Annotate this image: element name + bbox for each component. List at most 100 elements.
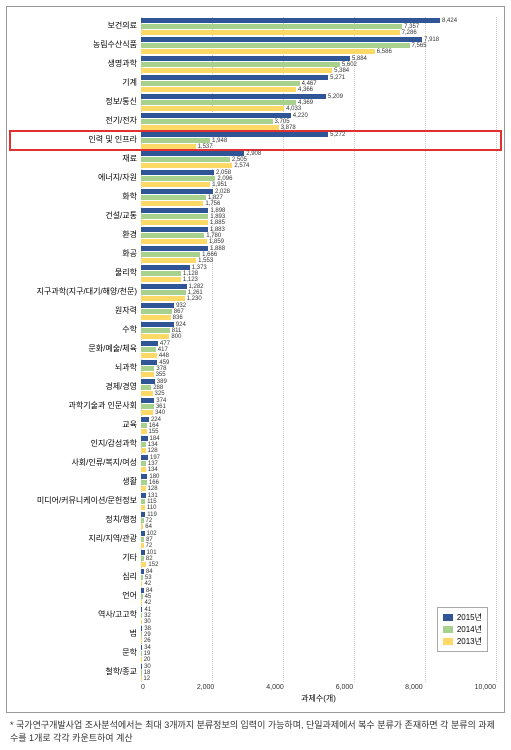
bar: [141, 24, 402, 29]
bar: [141, 429, 147, 434]
bar: [141, 214, 208, 219]
bar: [141, 423, 147, 428]
category-row: 환경1,8831,7801,859: [11, 226, 496, 245]
category-label: 물리학: [11, 269, 141, 278]
bar: [141, 119, 273, 124]
bar-value: 6,586: [377, 49, 392, 55]
bar: [141, 163, 232, 168]
bar-value: 3,878: [281, 125, 296, 131]
bar: [141, 290, 186, 295]
bars-cell: 8,4247,3577,286: [141, 17, 496, 36]
category-row: 역사/고고학413230: [11, 606, 496, 625]
category-label: 인력 및 인프라: [11, 136, 141, 145]
bar-value: 8,424: [442, 18, 457, 24]
bars-cell: 5,8845,6025,384: [141, 55, 496, 74]
bar: [141, 239, 207, 244]
category-label: 정보/통신: [11, 98, 141, 107]
category-label: 심리: [11, 573, 141, 582]
bar: [141, 657, 142, 662]
category-row: 언어844542: [11, 587, 496, 606]
category-row: 수학924811800: [11, 321, 496, 340]
legend-item: 2015년: [443, 612, 482, 623]
bar-value: 1,537: [198, 144, 213, 150]
category-label: 지구과학(지구/대기/해양/천문): [11, 288, 141, 297]
bar-value: 7,565: [412, 43, 427, 49]
bars-cell: 301812: [141, 663, 496, 682]
category-row: 건설/교통1,8981,8931,885: [11, 207, 496, 226]
bar: [141, 562, 146, 567]
bar: [141, 68, 332, 73]
legend-item: 2013년: [443, 636, 482, 647]
chart-area: 보건의료8,4247,3577,286농림수산식품7,9187,5656,586…: [11, 17, 496, 682]
bar: [141, 265, 190, 270]
bar: [141, 334, 169, 339]
bars-cell: 932867836: [141, 302, 496, 321]
legend-label: 2015년: [457, 612, 482, 623]
bar-value: 134: [148, 467, 158, 473]
bars-cell: 5,272 1,9481,537: [141, 131, 496, 150]
bar-value: 1,756: [205, 201, 220, 207]
bar: [141, 176, 215, 181]
bar: [141, 341, 158, 346]
category-label: 지리/지역/관광: [11, 535, 141, 544]
chart-frame: 보건의료8,4247,3577,286농림수산식품7,9187,5656,586…: [6, 6, 505, 713]
bar: [141, 410, 153, 415]
bars-cell: 131115110: [141, 492, 496, 511]
category-label: 보건의료: [11, 22, 141, 31]
category-row: 화공1,8881,6661,553: [11, 245, 496, 264]
category-row: 정치/행정1197264: [11, 511, 496, 530]
bar-value: 2,574: [234, 163, 249, 169]
bar: [141, 391, 153, 396]
bar: [141, 670, 142, 675]
bar: [141, 125, 279, 130]
category-row: 경제/경영389288325: [11, 378, 496, 397]
bar: [141, 189, 213, 194]
category-label: 화학: [11, 193, 141, 202]
bar: [141, 151, 244, 156]
bar-value: 5,272: [330, 132, 345, 138]
bar-value: 4,220: [293, 113, 308, 119]
bar: [141, 461, 146, 466]
bar: [141, 664, 142, 669]
bar-value: 340: [155, 410, 165, 416]
bar-value: 1,948: [212, 138, 227, 144]
bar-value: 26: [144, 638, 151, 644]
bar: [141, 607, 142, 612]
bar: [141, 157, 230, 162]
bar: [141, 100, 296, 105]
category-label: 교육: [11, 421, 141, 430]
bar: [141, 328, 170, 333]
category-row: 인력 및 인프라 5,272 1,9481,537: [11, 131, 496, 150]
bar: [141, 436, 148, 441]
bar-value: 1,230: [187, 296, 202, 302]
bar: [141, 448, 146, 453]
bar: [141, 613, 142, 618]
bar: [141, 284, 187, 289]
bar: [141, 638, 142, 643]
bar: [141, 499, 145, 504]
bar-value: 155: [149, 429, 159, 435]
category-row: 철학/종교301812: [11, 663, 496, 682]
bar-value: 5,271: [330, 75, 345, 81]
bar: [141, 138, 210, 143]
bar-value: 42: [144, 581, 151, 587]
category-label: 언어: [11, 592, 141, 601]
category-row: 생명과학5,8845,6025,384: [11, 55, 496, 74]
bar: [141, 258, 196, 263]
bar-value: 836: [173, 315, 183, 321]
bar: [141, 569, 144, 574]
bar-value: 128: [148, 448, 158, 454]
bar: [141, 385, 151, 390]
category-label: 미디어/커뮤니케이션/문헌정보: [11, 497, 141, 506]
bar: [141, 182, 210, 187]
bar: [141, 556, 144, 561]
bar: [141, 37, 422, 42]
category-row: 문화/예술/체육477417448: [11, 340, 496, 359]
bar-value: 64: [145, 524, 152, 530]
bar: [141, 474, 147, 479]
category-row: 사회/인류/복지/여성197137134: [11, 454, 496, 473]
bar: [141, 246, 208, 251]
bars-cell: 10182152: [141, 549, 496, 568]
category-row: 심리845342: [11, 568, 496, 587]
bar: [141, 651, 142, 656]
